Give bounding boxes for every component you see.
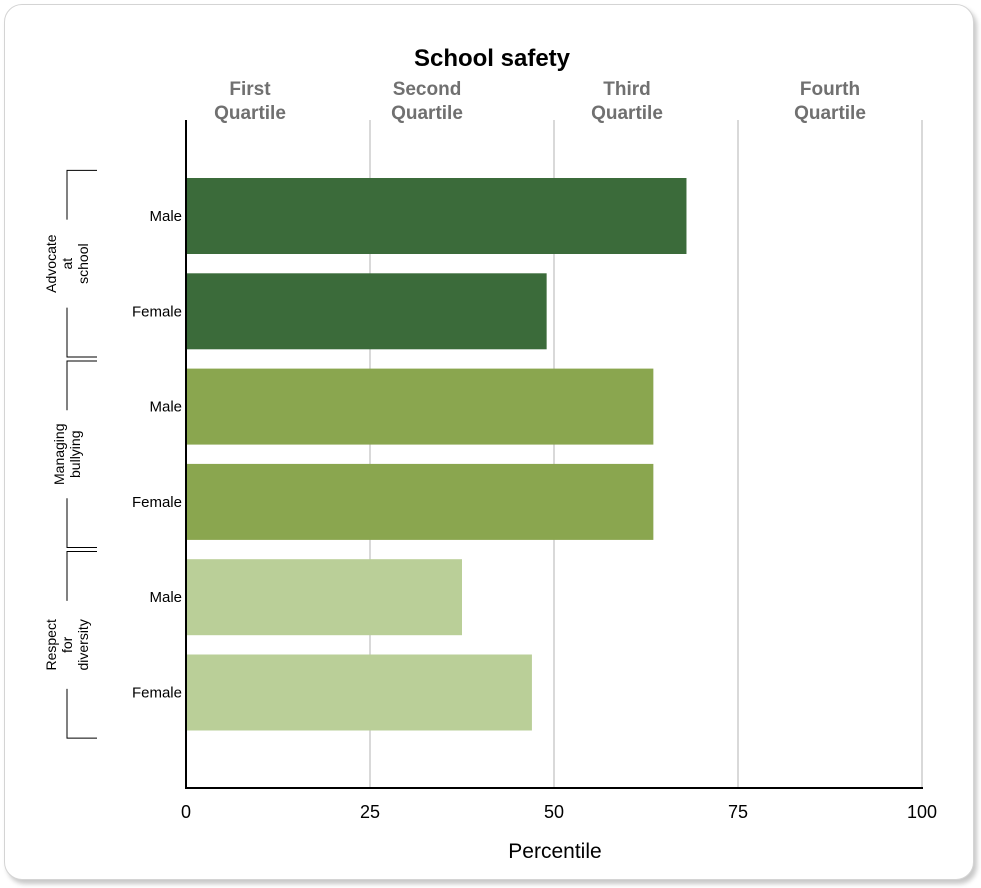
x-tick-label: 25 — [360, 802, 380, 822]
group-label-background — [49, 410, 85, 499]
quartile-label-line: Quartile — [391, 103, 463, 124]
category-label: Male — [149, 208, 182, 225]
bar — [186, 368, 654, 445]
x-tick-label: 0 — [181, 802, 191, 822]
quartile-label: Fourth Quartile — [794, 79, 866, 124]
group-label-line: school — [75, 243, 91, 283]
group-label-line: Managing — [51, 424, 67, 486]
quartile-label-line: Quartile — [794, 103, 866, 124]
quartile-label-line: Third — [603, 79, 651, 100]
category-label: Female — [132, 494, 182, 511]
x-tick-label: 50 — [544, 802, 564, 822]
bar — [186, 559, 462, 636]
group-label-line: Respect — [43, 619, 59, 670]
quartile-label-line: Quartile — [591, 103, 663, 124]
quartile-label-line: Fourth — [800, 79, 860, 100]
category-label: Female — [132, 303, 182, 320]
group-label-line: diversity — [75, 619, 91, 670]
x-tick-label: 100 — [907, 802, 937, 822]
group-label-background — [41, 600, 93, 689]
chart-title: School safety — [414, 45, 571, 72]
category-label: Male — [149, 589, 182, 606]
quartile-label-line: Second — [393, 79, 462, 100]
group-label: Advocateatschool — [43, 234, 91, 293]
group-label-line: Advocate — [43, 234, 59, 293]
group-label: Respectfordiversity — [43, 619, 91, 670]
group-label: Managingbullying — [51, 424, 83, 486]
x-tick-label: 75 — [728, 802, 748, 822]
quartile-label-line: Quartile — [214, 103, 286, 124]
group-label-background — [41, 219, 93, 308]
category-label: Female — [132, 685, 182, 702]
x-axis-label: Percentile — [508, 840, 601, 863]
quartile-label: First Quartile — [214, 79, 286, 124]
group-label-line: for — [59, 636, 75, 653]
group-label-line: at — [59, 258, 75, 270]
quartile-label: Second Quartile — [391, 79, 463, 124]
bar — [186, 178, 687, 254]
category-label: Male — [149, 399, 182, 416]
bar — [186, 273, 547, 350]
group-label-line: bullying — [67, 431, 83, 478]
bar — [186, 654, 532, 731]
quartile-label-line: First — [229, 79, 271, 100]
bar — [186, 463, 654, 540]
quartile-label: Third Quartile — [591, 79, 663, 124]
